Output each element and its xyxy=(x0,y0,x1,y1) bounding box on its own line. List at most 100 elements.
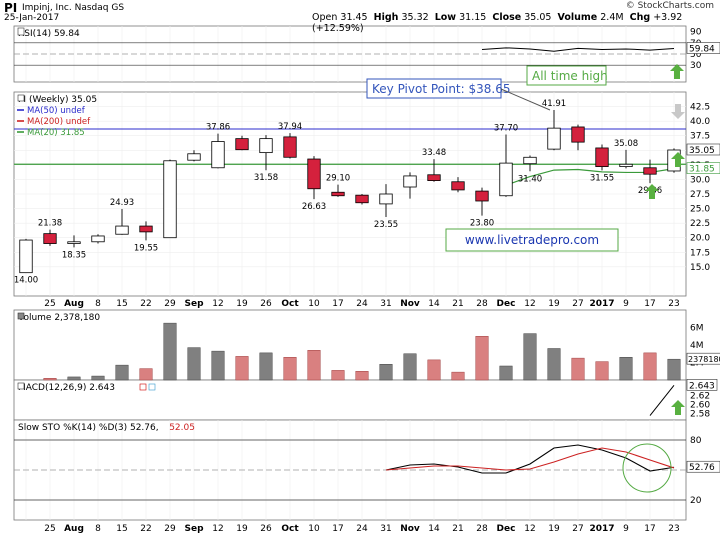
x-tick-sto: 25 xyxy=(44,524,55,534)
x-tick-price: 17 xyxy=(644,299,655,309)
candle-body xyxy=(211,141,225,169)
price-title: PI (Weekly) 35.05 xyxy=(18,95,97,105)
quote-summary: Open 31.45 High 35.32 Low 31.15 Close 35… xyxy=(312,12,720,34)
x-tick-sto: Sep xyxy=(184,524,204,534)
volume-bar xyxy=(595,361,609,381)
volume-bar xyxy=(67,376,81,381)
x-tick-price: 26 xyxy=(260,299,272,309)
volume-value: 2.4M xyxy=(600,12,624,23)
price-extreme-label: 35.08 xyxy=(614,139,638,149)
candle-body xyxy=(403,175,417,188)
rsi-tick: 90 xyxy=(690,28,702,38)
price-tick: 22.5 xyxy=(690,219,710,229)
price-tick: 42.5 xyxy=(690,103,710,113)
volume-bar xyxy=(403,353,417,381)
x-tick-sto: 8 xyxy=(95,524,101,534)
candle-body xyxy=(451,181,465,191)
x-tick-sto: 19 xyxy=(548,524,560,534)
volume-bar xyxy=(571,357,585,381)
high-value: 35.32 xyxy=(401,12,429,23)
price-tick: 20.0 xyxy=(690,234,710,244)
high-label: High xyxy=(373,12,399,23)
x-tick-sto: 19 xyxy=(236,524,248,534)
x-tick-price: 9 xyxy=(623,299,629,309)
macd-signal-swatch xyxy=(139,383,147,391)
x-tick-price: 10 xyxy=(308,299,320,309)
macd-tick: 2.58 xyxy=(690,409,710,419)
x-tick-sto: Oct xyxy=(281,524,299,534)
url-callout-box xyxy=(445,228,619,252)
chg-label: Chg xyxy=(629,12,651,23)
price-extreme-label: 37.86 xyxy=(206,123,230,133)
price-extreme-label: 37.70 xyxy=(494,124,518,134)
volume-title: Volume 2,378,180 xyxy=(18,313,100,323)
x-tick-sto: 15 xyxy=(116,524,127,534)
price-legend-swatch xyxy=(17,94,25,102)
rsi-tick: 30 xyxy=(690,61,702,71)
volume-bar xyxy=(211,350,225,381)
price-tick: 17.5 xyxy=(690,248,710,258)
volume-bar xyxy=(235,356,249,381)
x-tick-price: 17 xyxy=(332,299,343,309)
volume-bar xyxy=(115,364,129,381)
candle-body xyxy=(19,239,33,274)
volume-bar xyxy=(475,336,489,381)
candle-body xyxy=(307,158,321,190)
ma20-last-box xyxy=(686,162,720,174)
price-tick: 37.5 xyxy=(690,132,710,142)
macd-up-arrow-icon xyxy=(671,400,685,415)
sto-tick: 80 xyxy=(690,436,702,446)
macd-last-value: 2.643 xyxy=(689,381,715,391)
panel-frame-macd xyxy=(13,379,687,421)
x-tick-price: Nov xyxy=(400,299,420,309)
candle-body xyxy=(427,174,441,181)
close-label: Close xyxy=(492,12,522,23)
price-extreme-label: 31.40 xyxy=(518,174,542,184)
price-extreme-label: 41.91 xyxy=(542,99,566,109)
price-extreme-label: 23.55 xyxy=(374,220,398,230)
price-tick: 27.5 xyxy=(690,190,710,200)
stochastic-line xyxy=(385,447,675,471)
price-tick: 25.0 xyxy=(690,205,710,215)
x-tick-sto: 17 xyxy=(332,524,343,534)
candle-body xyxy=(523,156,537,165)
candle-body xyxy=(259,138,273,154)
price-last-value: 35.05 xyxy=(689,146,715,156)
x-tick-sto: 10 xyxy=(308,524,320,534)
volume-last-box xyxy=(686,352,720,365)
exchange-name: Nasdaq GS xyxy=(74,3,125,13)
x-tick-sto: 14 xyxy=(428,524,440,534)
candle-body xyxy=(499,162,513,197)
url-callout-text: www.livetradepro.com xyxy=(465,233,599,247)
candle-body xyxy=(67,241,81,244)
open-label: Open xyxy=(312,12,338,23)
ath-callout-box xyxy=(526,65,607,86)
volume-bar xyxy=(451,371,465,381)
sto-title: Slow STO %K(14) %D(3) 52.76, xyxy=(18,423,159,433)
x-tick-sto: Nov xyxy=(400,524,420,534)
price-extreme-label: 23.80 xyxy=(470,219,494,229)
x-tick-sto: 12 xyxy=(524,524,535,534)
x-tick-sto: 29 xyxy=(164,524,176,534)
pivot-callout-box xyxy=(366,78,502,99)
macd-tick: 2.62 xyxy=(690,392,710,402)
x-tick-price: 28 xyxy=(476,299,488,309)
candle-body xyxy=(283,136,297,158)
x-tick-sto: 22 xyxy=(140,524,151,534)
volume-bar xyxy=(619,357,633,381)
sto-last-value: 52.76 xyxy=(689,463,715,473)
sto-highlight-circle xyxy=(622,443,672,493)
macd-tick: 2.60 xyxy=(690,400,710,410)
x-tick-sto: 24 xyxy=(356,524,368,534)
ma-legend-label: MA(200) undef xyxy=(27,117,91,127)
volume-bar xyxy=(43,378,57,381)
volume-bar xyxy=(331,370,345,381)
open-value: 31.45 xyxy=(340,12,368,23)
chart-date: 25-Jan-2017 xyxy=(4,13,60,23)
rsi-up-arrow-icon xyxy=(670,64,684,79)
sto-last-box xyxy=(686,460,720,473)
x-tick-price: 21 xyxy=(452,299,463,309)
price-extreme-label: 26.63 xyxy=(302,202,326,212)
price-extreme-label: 29.10 xyxy=(326,174,350,184)
